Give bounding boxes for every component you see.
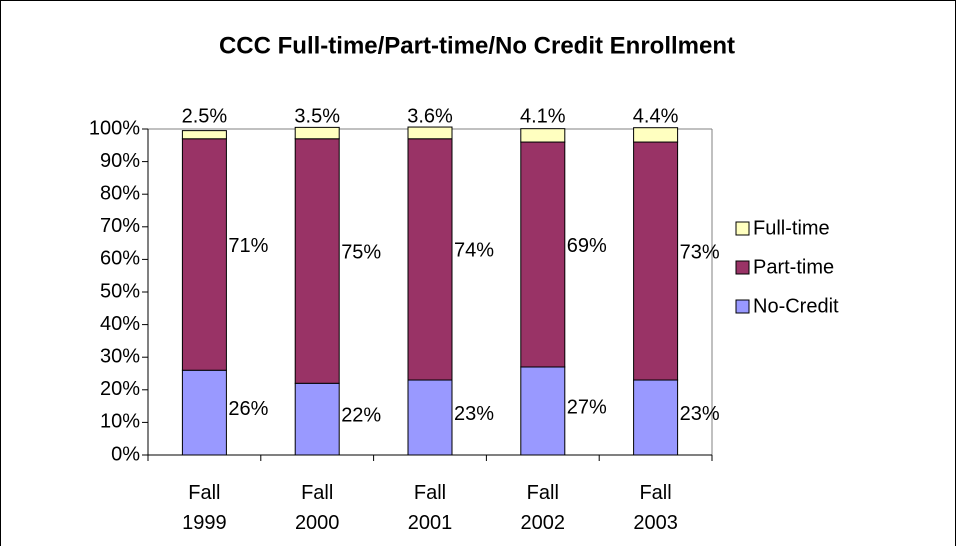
legend-label: No-Credit xyxy=(753,295,839,317)
data-label: 23% xyxy=(454,403,494,425)
data-label: 71% xyxy=(228,235,268,257)
data-label: 27% xyxy=(567,396,607,418)
y-tick-label: 70% xyxy=(100,215,140,237)
legend-swatch xyxy=(735,299,750,314)
chart-title: CCC Full-time/Part-time/No Credit Enroll… xyxy=(219,32,735,59)
x-tick-label: Fall 2002 xyxy=(520,482,566,534)
legend-swatch xyxy=(735,260,750,275)
bar-segment xyxy=(181,130,227,140)
x-tick-label: Fall 2000 xyxy=(294,482,340,534)
data-label: 2.5% xyxy=(182,105,228,127)
legend-label: Part-time xyxy=(753,256,834,278)
y-tick-label: 0% xyxy=(111,443,140,465)
data-label: 73% xyxy=(680,241,720,263)
y-tick-label: 40% xyxy=(100,313,140,335)
legend-swatch xyxy=(735,221,750,236)
bar-segment xyxy=(181,369,227,456)
bar-segment xyxy=(181,138,227,371)
bar-segment xyxy=(633,141,679,381)
data-label: 4.1% xyxy=(520,105,566,127)
data-label: 22% xyxy=(341,404,381,426)
data-label: 3.6% xyxy=(407,105,453,127)
data-label: 74% xyxy=(454,240,494,262)
bar-segment xyxy=(407,126,453,140)
y-tick-label: 10% xyxy=(100,411,140,433)
bar-segment xyxy=(407,379,453,456)
bar-segment xyxy=(294,138,340,384)
y-tick-label: 20% xyxy=(100,378,140,400)
bar-segment xyxy=(294,126,340,140)
y-tick-label: 30% xyxy=(100,345,140,367)
data-label: 3.5% xyxy=(294,105,340,127)
legend-label: Full-time xyxy=(753,217,830,239)
data-label: 69% xyxy=(567,235,607,257)
y-tick-label: 50% xyxy=(100,280,140,302)
data-label: 75% xyxy=(341,241,381,263)
data-label: 4.4% xyxy=(633,105,679,127)
bar-segment xyxy=(520,128,566,143)
y-tick-label: 60% xyxy=(100,248,140,270)
data-label: 26% xyxy=(228,398,268,420)
x-tick-label: Fall 1999 xyxy=(182,482,227,534)
y-tick-label: 80% xyxy=(100,182,140,204)
bar-segment xyxy=(294,382,340,456)
bar-segment xyxy=(633,379,679,456)
y-tick-label: 90% xyxy=(100,150,140,172)
bar-segment xyxy=(407,138,453,381)
bar-segment xyxy=(520,141,566,368)
bar-segment xyxy=(520,366,566,456)
x-tick-label: Fall 2001 xyxy=(407,482,453,534)
y-tick-label: 100% xyxy=(89,117,140,139)
bar-segment xyxy=(633,127,679,143)
data-label: 23% xyxy=(680,403,720,425)
x-tick-label: Fall 2003 xyxy=(633,482,678,534)
